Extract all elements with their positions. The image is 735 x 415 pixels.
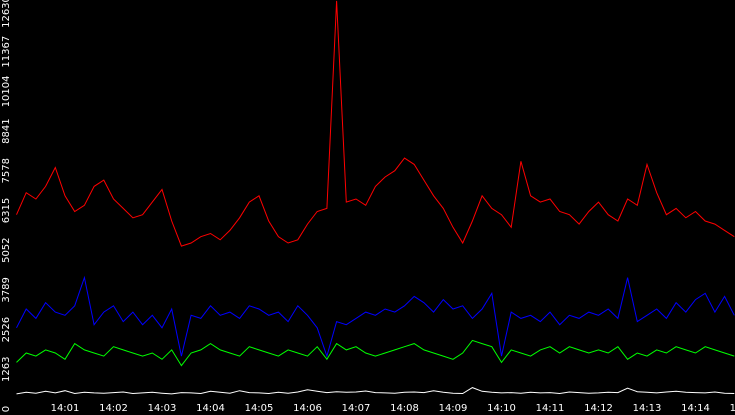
y-tick-label: 5052 (1, 237, 12, 262)
x-tick-label: 14:02 (99, 403, 128, 414)
y-tick-label: 12630 (1, 0, 12, 28)
x-tick-label: 14:07 (342, 403, 371, 414)
x-tick-label: 14:13 (633, 403, 662, 414)
x-tick-label: 14:15 (730, 403, 735, 414)
x-tick-label: 14:09 (439, 403, 468, 414)
x-tick-label: 14:05 (245, 403, 274, 414)
series-line (16, 275, 735, 358)
series-line (16, 339, 735, 367)
y-tick-label: 2526 (1, 317, 12, 342)
x-tick-label: 14:04 (196, 403, 225, 414)
y-tick-label: 8841 (1, 118, 12, 143)
series-line (16, 387, 735, 395)
y-tick-label: 6315 (1, 198, 12, 223)
y-tick-label: 0 (1, 406, 12, 412)
x-tick-label: 14:08 (390, 403, 419, 414)
series-line (16, 0, 735, 247)
y-tick-label: 1263 (1, 357, 12, 382)
x-tick-label: 14:06 (293, 403, 322, 414)
x-tick-label: 14:01 (51, 403, 80, 414)
y-tick-label: 10104 (1, 75, 12, 107)
y-tick-label: 7578 (1, 158, 12, 183)
x-tick-label: 14:14 (681, 403, 710, 414)
x-tick-label: 14:10 (487, 403, 516, 414)
x-tick-label: 14:12 (584, 403, 613, 414)
x-tick-label: 14:03 (148, 403, 177, 414)
x-tick-label: 14:11 (536, 403, 565, 414)
y-tick-label: 11367 (1, 36, 12, 68)
y-tick-label: 3789 (1, 277, 12, 302)
